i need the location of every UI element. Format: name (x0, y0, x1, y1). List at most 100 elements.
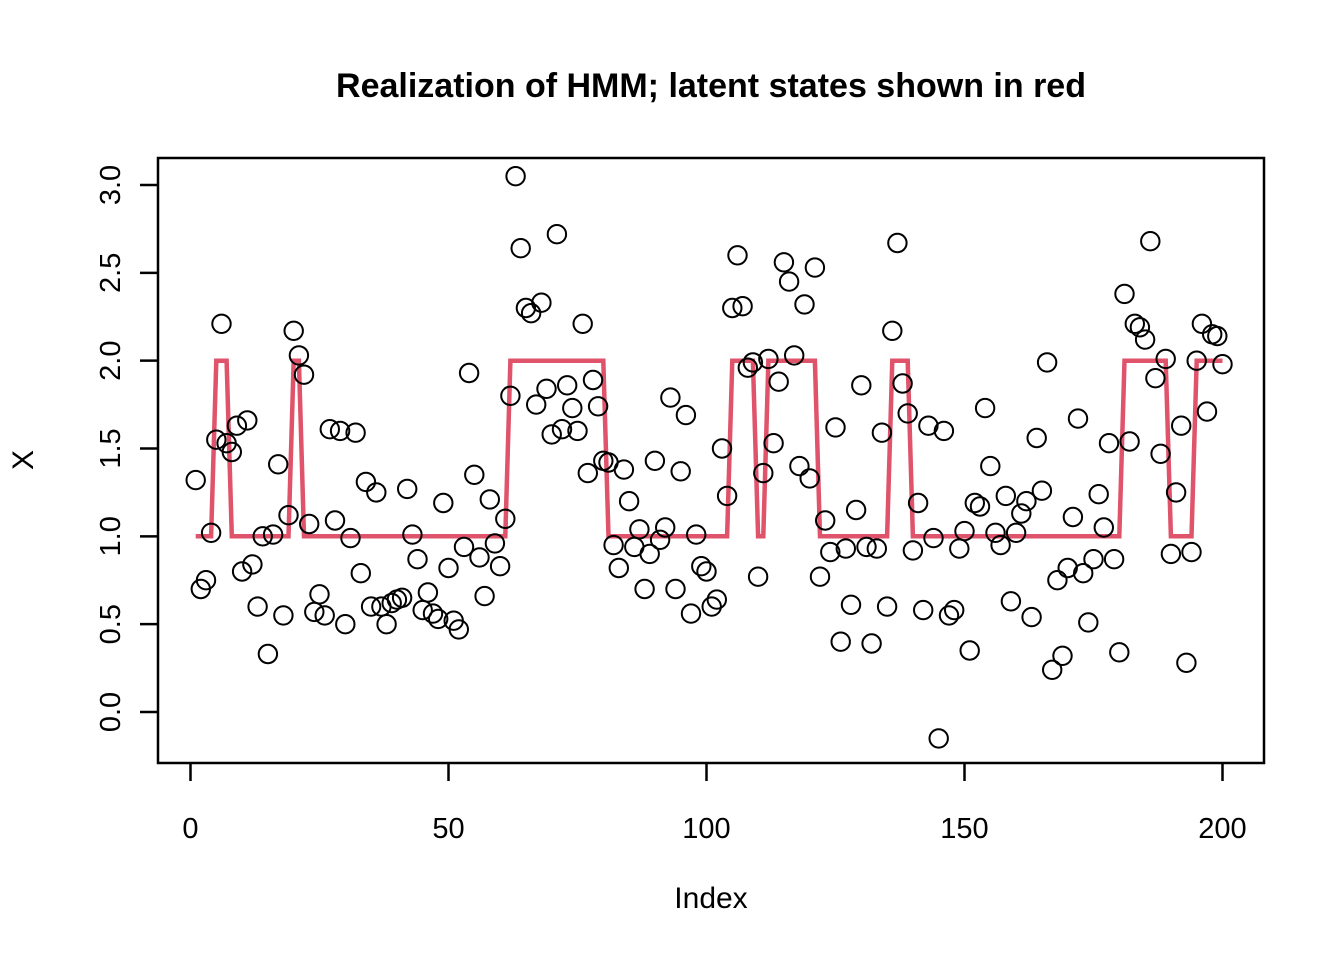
data-point (536, 378, 557, 399)
data-point (675, 404, 697, 426)
data-point (969, 496, 991, 517)
data-point (799, 468, 820, 489)
data-point (278, 505, 299, 526)
data-point (242, 554, 263, 575)
data-point (505, 166, 526, 187)
data-point (815, 510, 836, 531)
data-point (309, 584, 330, 605)
data-point (1042, 659, 1063, 680)
data-point (706, 589, 727, 610)
data-point (784, 345, 805, 366)
data-point (226, 415, 248, 436)
data-point (773, 252, 795, 273)
plot-title: Realization of HMM; latent states shown … (336, 67, 1086, 105)
data-point (618, 491, 640, 512)
data-point (649, 529, 671, 550)
data-point (907, 492, 929, 514)
data-point (1021, 606, 1042, 628)
data-point (1181, 541, 1202, 563)
data-point (887, 232, 908, 254)
data-point (732, 296, 753, 317)
data-point (288, 345, 310, 366)
data-point (660, 387, 681, 408)
data-point (489, 556, 511, 577)
data-point (995, 485, 1016, 507)
data-point (500, 385, 521, 406)
data-point (1057, 557, 1078, 579)
data-point (206, 429, 227, 450)
data-point (329, 420, 351, 442)
data-point (520, 303, 542, 324)
data-point (1047, 570, 1068, 591)
data-point (464, 464, 485, 485)
data-point (686, 524, 707, 545)
data-point (283, 320, 304, 341)
data-point (479, 489, 500, 510)
data-point (1160, 543, 1182, 565)
data-point (737, 357, 758, 378)
data-point (639, 543, 660, 565)
data-point (892, 373, 913, 394)
data-point (391, 587, 413, 608)
data-point (268, 454, 289, 475)
data-point (1016, 491, 1037, 512)
y-tick-label: 1.0 (95, 516, 127, 556)
data-point (665, 578, 686, 600)
data-point (871, 422, 893, 443)
data-point (1140, 231, 1161, 252)
data-point (531, 292, 552, 313)
data-point (293, 364, 315, 385)
data-point (345, 422, 366, 443)
x-axis-label: Index (674, 882, 747, 915)
data-point (644, 450, 666, 471)
data-point (195, 570, 217, 591)
data-point (335, 614, 356, 635)
data-point (526, 394, 547, 415)
data-point (1098, 433, 1120, 454)
data-point (1062, 506, 1084, 528)
data-point (247, 596, 268, 617)
data-point (582, 369, 604, 391)
data-point (557, 375, 578, 396)
x-tick-label: 100 (682, 813, 730, 845)
data-point (820, 541, 841, 563)
data-point (670, 461, 691, 482)
data-point (655, 517, 676, 538)
data-point (1150, 443, 1171, 464)
x-tick-label: 200 (1198, 813, 1246, 845)
x-axis-ticks: 0 50 100 150 200 (182, 763, 1247, 845)
data-point (433, 492, 454, 514)
data-point (185, 469, 206, 491)
data-point (882, 320, 903, 341)
data-point (541, 424, 562, 445)
data-point (1186, 350, 1207, 371)
data-point (1114, 283, 1135, 305)
data-point (304, 601, 325, 623)
data-point (1036, 352, 1058, 373)
data-point (902, 540, 924, 561)
data-point (680, 603, 702, 624)
data-point (974, 397, 996, 419)
data-point (959, 640, 980, 661)
data-point (200, 522, 222, 543)
data-point (830, 631, 851, 652)
state-line-path (195, 358, 1223, 539)
data-point (273, 605, 294, 626)
data-point (1078, 612, 1099, 633)
data-point (691, 556, 712, 577)
data-point (577, 462, 598, 484)
data-point (866, 538, 887, 559)
data-point (918, 415, 939, 436)
data-point (1124, 313, 1146, 334)
data-point (340, 527, 361, 549)
data-point (237, 410, 258, 431)
data-point (319, 419, 340, 440)
data-point (923, 527, 944, 549)
data-point (1109, 642, 1130, 663)
data-point (1145, 368, 1166, 389)
data-point (551, 419, 573, 440)
data-point (546, 224, 568, 245)
data-point (417, 582, 439, 603)
data-point (211, 313, 232, 334)
